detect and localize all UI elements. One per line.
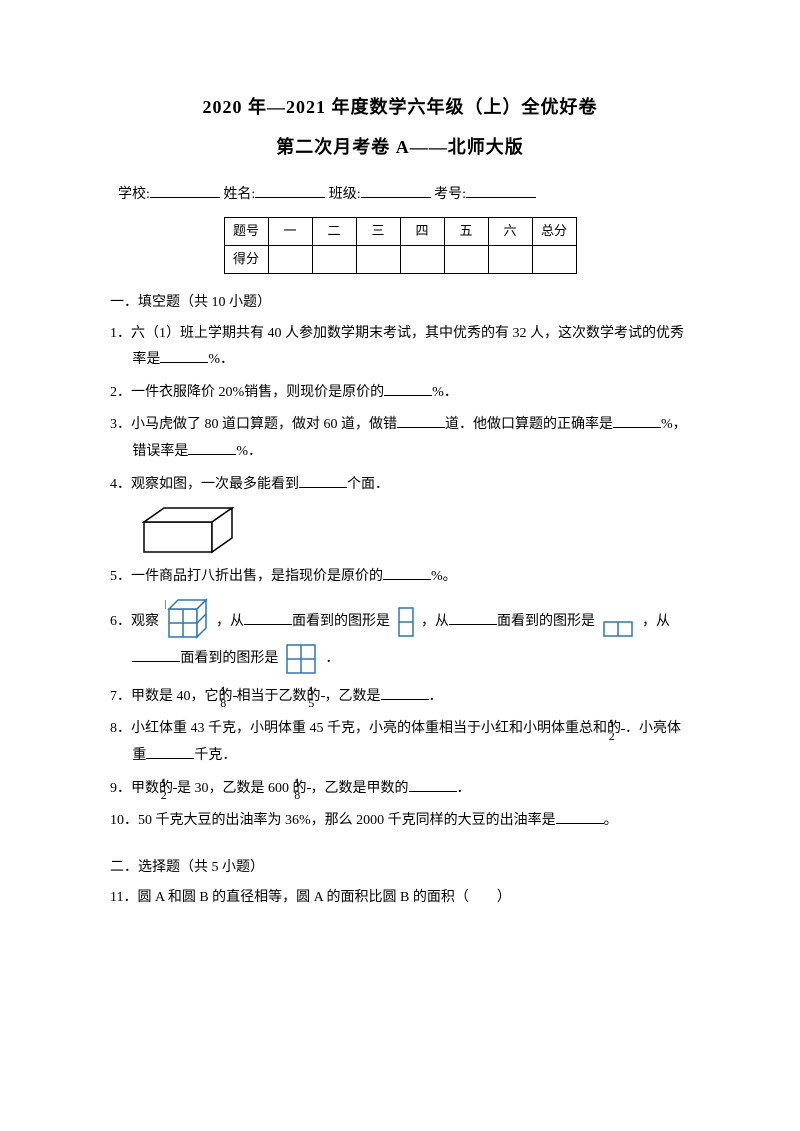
section-1-title: 一．填空题（共 10 小题）: [110, 290, 690, 317]
score-header-3: 三: [356, 217, 400, 245]
q4-blank[interactable]: [299, 472, 347, 487]
score-header-2: 二: [312, 217, 356, 245]
q9-text-d: ．: [457, 781, 471, 796]
q6-text-b: ，从: [216, 614, 244, 629]
score-header-4: 四: [400, 217, 444, 245]
q9-text-c: ，乙数是甲数的: [311, 781, 409, 796]
q2-blank[interactable]: [384, 380, 432, 395]
q8-text-c: 千克．: [194, 748, 236, 763]
score-row-label: 得分: [224, 245, 268, 273]
score-header-6: 六: [488, 217, 532, 245]
q9-blank[interactable]: [409, 776, 457, 791]
exam-id-label: 考号:: [434, 187, 466, 202]
cube-solid-icon: [165, 597, 211, 641]
score-cell-3[interactable]: [356, 245, 400, 273]
school-label: 学校:: [118, 187, 150, 202]
q7-text-c: ，乙数是: [325, 689, 381, 704]
title-line-1: 2020 年—2021 年度数学六年级（上）全优好卷: [110, 90, 690, 124]
cuboid-figure: [134, 504, 690, 556]
score-header-1: 一: [268, 217, 312, 245]
school-blank[interactable]: [150, 183, 220, 198]
question-7: 7．甲数是 40，它的18相当于乙数的15，乙数是．: [110, 684, 690, 711]
q10-blank[interactable]: [556, 809, 604, 824]
q4-suffix: 个面．: [347, 477, 389, 492]
name-blank[interactable]: [255, 183, 325, 198]
question-4: 4．观察如图，一次最多能看到 个面．: [110, 472, 690, 499]
q5-text: 5．一件商品打八折出售，是指现价是原价的: [110, 569, 383, 584]
q3-blank-3[interactable]: [188, 440, 236, 455]
score-table: 题号 一 二 三 四 五 六 总分 得分: [224, 217, 577, 274]
q6-text-f: ，从: [642, 614, 670, 629]
exam-id-blank[interactable]: [466, 183, 536, 198]
class-label: 班级:: [329, 187, 361, 202]
view-shape-2-icon: [601, 619, 637, 641]
score-header-label: 题号: [224, 217, 268, 245]
question-1: 1．六（1）班上学期共有 40 人参加数学期末考试，其中优秀的有 32 人，这次…: [110, 321, 690, 374]
question-10: 10．50 千克大豆的出油率为 36%，那么 2000 千克同样的大豆的出油率是…: [110, 808, 690, 835]
q3-text-b: 道．他做口算题的正确率是: [445, 417, 613, 432]
q1-blank[interactable]: [160, 348, 208, 363]
name-label: 姓名:: [223, 187, 255, 202]
q6-blank-1[interactable]: [244, 609, 292, 624]
q8-blank[interactable]: [146, 744, 194, 759]
q4-text: 4．观察如图，一次最多能看到: [110, 477, 299, 492]
q6-text-a: 6．观察: [110, 614, 159, 629]
score-cell-total[interactable]: [532, 245, 576, 273]
q1-suffix: %．: [208, 352, 234, 367]
q3-blank-2[interactable]: [613, 413, 661, 428]
score-cell-4[interactable]: [400, 245, 444, 273]
q3-text-a: 3．小马虎做了 80 道口算题，做对 60 道，做错: [110, 417, 397, 432]
q3-blank-1[interactable]: [397, 413, 445, 428]
question-11: 11．圆 A 和圆 B 的直径相等，圆 A 的面积比圆 B 的面积（ ）: [110, 885, 690, 912]
score-cell-6[interactable]: [488, 245, 532, 273]
q10-text-b: 。: [604, 813, 618, 828]
title-line-2: 第二次月考卷 A——北师大版: [110, 130, 690, 164]
q6-text-g: 面看到的图形是: [180, 651, 278, 666]
q2-text: 2．一件衣服降价 20%销售，则现价是原价的: [110, 385, 384, 400]
class-blank[interactable]: [361, 183, 431, 198]
q6-blank-2[interactable]: [449, 609, 497, 624]
question-6: 6．观察 ，从面看到的图形是 ，从面看到的图形是 ，从面看到的图形是: [110, 597, 690, 678]
q7-text-a: 7．甲数是 40，它的: [110, 689, 233, 704]
q7-text-d: ．: [429, 689, 443, 704]
q6-text-h: ．: [325, 651, 339, 666]
q11-text: 11．圆 A 和圆 B 的直径相等，圆 A 的面积比圆 B 的面积（ ）: [110, 890, 511, 905]
score-cell-1[interactable]: [268, 245, 312, 273]
student-info-line: 学校: 姓名: 班级: 考号:: [118, 182, 690, 209]
question-8: 8．小红体重 43 千克，小明体重 45 千克，小亮的体重相当于小红和小明体重总…: [110, 716, 690, 769]
q6-text-c: 面看到的图形是: [292, 614, 390, 629]
score-cell-2[interactable]: [312, 245, 356, 273]
score-header-total: 总分: [532, 217, 576, 245]
section-2-title: 二．选择题（共 5 小题）: [110, 855, 690, 882]
q3-text-d: %．: [236, 444, 262, 459]
q10-text-a: 10．50 千克大豆的出油率为 36%，那么 2000 千克同样的大豆的出油率是: [110, 813, 556, 828]
question-5: 5．一件商品打八折出售，是指现价是原价的 %。: [110, 564, 690, 591]
question-9: 9．甲数的12是 30，乙数是 600 的18，乙数是甲数的．: [110, 776, 690, 803]
view-shape-3-icon: [284, 642, 320, 678]
q2-suffix: %．: [432, 385, 458, 400]
question-3: 3．小马虎做了 80 道口算题，做对 60 道，做错道．他做口算题的正确率是%，…: [110, 412, 690, 465]
q7-blank[interactable]: [381, 684, 429, 699]
question-2: 2．一件衣服降价 20%销售，则现价是原价的 %．: [110, 380, 690, 407]
q9-text-b: 是 30，乙数是 600 的: [177, 781, 307, 796]
score-header-5: 五: [444, 217, 488, 245]
view-shape-1-icon: [396, 605, 416, 641]
q5-suffix: %。: [431, 569, 457, 584]
q5-blank[interactable]: [383, 565, 431, 580]
q6-text-d: ，从: [421, 614, 449, 629]
q6-text-e: 面看到的图形是: [497, 614, 595, 629]
q6-blank-3[interactable]: [132, 646, 180, 661]
score-cell-5[interactable]: [444, 245, 488, 273]
q8-text-a: 8．小红体重 43 千克，小明体重 45 千克，小亮的体重相当于小红和小明体重总…: [110, 721, 621, 736]
